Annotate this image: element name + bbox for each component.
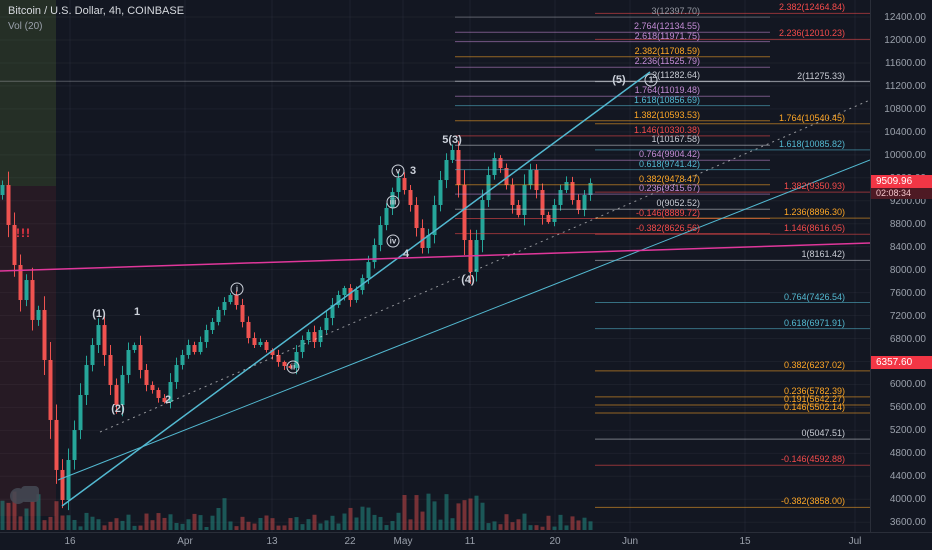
symbol-title[interactable]: Bitcoin / U.S. Dollar, 4h, COINBASE xyxy=(8,5,185,17)
time-axis-label: Jul xyxy=(848,536,862,547)
price-axis-label: 8000.00 xyxy=(889,264,926,276)
price-axis-label: 10800.00 xyxy=(884,103,926,115)
volume-series xyxy=(0,491,593,530)
price-axis-label: 12000.00 xyxy=(884,35,926,46)
time-axis-label: 11 xyxy=(464,536,476,547)
price-axis-label: 6000.00 xyxy=(889,379,926,391)
price-axis-label: 11600.00 xyxy=(885,57,926,69)
chart-plot-area[interactable]: 3(12397.70) 2.764(12134.55) 2.618(11971.75… xyxy=(0,0,932,532)
price-axis-label: 10000.00 xyxy=(884,149,926,161)
price-axis-label: 11200.00 xyxy=(885,80,926,92)
volume-indicator-label[interactable]: Vol (20) xyxy=(8,21,43,32)
time-axis-label: Jun xyxy=(621,536,639,547)
fib-level-lines xyxy=(0,12,870,508)
warning-text-annotation[interactable]: !!! xyxy=(16,226,31,240)
chart-legend: Bitcoin / U.S. Dollar, 4h, COINBASE Vol … xyxy=(8,5,184,32)
time-axis-label: May xyxy=(393,536,413,547)
alert-price-badge: 6357.60 xyxy=(871,355,932,369)
time-axis-label: 13 xyxy=(266,536,278,547)
last-price-badge: 9509.96 02:08:34 xyxy=(871,174,932,199)
price-axis-label: 5200.00 xyxy=(889,425,926,437)
trendline[interactable] xyxy=(0,242,870,272)
price-axis-label: 10400.00 xyxy=(884,126,926,138)
time-axis-label: 15 xyxy=(739,536,751,547)
price-axis-label: 3600.00 xyxy=(889,517,926,529)
price-axis-label: 4800.00 xyxy=(889,448,926,460)
grid-lines xyxy=(69,0,856,532)
price-axis-label: 8400.00 xyxy=(889,241,926,253)
time-axis-label: Apr xyxy=(177,536,193,547)
time-axis-label: 22 xyxy=(344,536,356,547)
price-axis-label: 9200.00 xyxy=(889,195,926,207)
time-axis[interactable]: 16 Apr 13 22 May 11 20 Jun 15 Jul xyxy=(0,532,932,550)
price-axis-label: 4400.00 xyxy=(889,471,926,483)
price-axis-label: 4000.00 xyxy=(889,494,926,506)
price-axis-label: 7200.00 xyxy=(889,310,926,322)
trendline[interactable] xyxy=(57,159,870,481)
candlestick-series xyxy=(0,141,593,511)
price-axis-label: 12400.00 xyxy=(884,12,926,24)
position-zones xyxy=(0,0,56,516)
bar-countdown: 02:08:34 xyxy=(871,187,932,199)
last-price-value: 9509.96 xyxy=(871,174,932,188)
tradingview-logo[interactable] xyxy=(8,483,42,510)
price-axis[interactable]: 9509.96 02:08:34 6357.60 12400.00 12000.0… xyxy=(870,0,932,532)
price-axis-label: 6800.00 xyxy=(889,333,926,345)
price-axis-label: 7600.00 xyxy=(889,287,926,299)
trendline[interactable] xyxy=(61,71,651,507)
trendlines xyxy=(0,71,870,507)
time-axis-label: 20 xyxy=(549,536,561,547)
price-axis-label: 5600.00 xyxy=(889,402,926,414)
time-axis-label: 16 xyxy=(64,536,76,547)
price-axis-label: 8800.00 xyxy=(889,218,926,230)
trendline[interactable] xyxy=(99,99,870,433)
chart-canvas[interactable] xyxy=(0,0,870,532)
